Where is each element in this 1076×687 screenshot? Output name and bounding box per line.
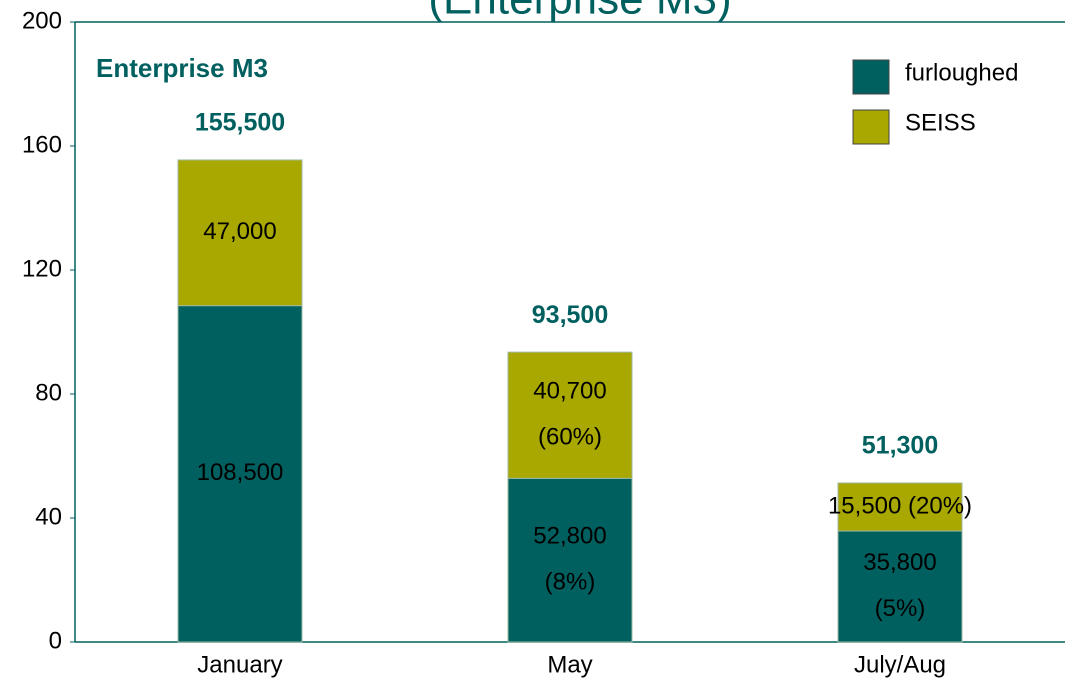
legend-swatch [852, 109, 890, 145]
value-label: 52,800 [533, 523, 606, 550]
value-label: (8%) [545, 569, 596, 596]
y-tick-label: 160 [22, 131, 62, 158]
x-tick-label: January [197, 651, 282, 678]
y-tick-label: 120 [22, 255, 62, 282]
value-label: 40,700 [533, 378, 606, 405]
bar-segment [177, 305, 303, 643]
legend-label: SEISS [905, 109, 976, 136]
legend-swatch [852, 59, 890, 95]
y-tick-label: 80 [35, 379, 62, 406]
chart-title: (Enterprise M3) [428, 0, 731, 24]
y-tick-label: 40 [35, 503, 62, 530]
legend-label: furloughed [905, 59, 1018, 86]
x-tick-label: July/Aug [854, 651, 946, 678]
value-label: 108,500 [197, 459, 284, 486]
bar-segment [837, 530, 963, 643]
value-label: 35,800 [863, 549, 936, 576]
bar-segment [507, 477, 633, 643]
value-label: 47,000 [203, 218, 276, 245]
annotation: Enterprise M3 [96, 53, 268, 83]
value-label: 15,500 (20%) [828, 492, 972, 519]
value-label: (60%) [538, 424, 602, 451]
bar-segment [507, 351, 633, 479]
total-label: 51,300 [862, 432, 938, 460]
y-tick-label: 200 [22, 7, 62, 34]
bar-segment [837, 482, 963, 532]
bar-segment [177, 159, 303, 307]
value-label: (5%) [875, 595, 926, 622]
y-tick-label: 0 [49, 627, 62, 654]
total-label: 155,500 [195, 109, 285, 137]
total-label: 93,500 [532, 301, 608, 329]
x-tick-label: May [547, 651, 592, 678]
